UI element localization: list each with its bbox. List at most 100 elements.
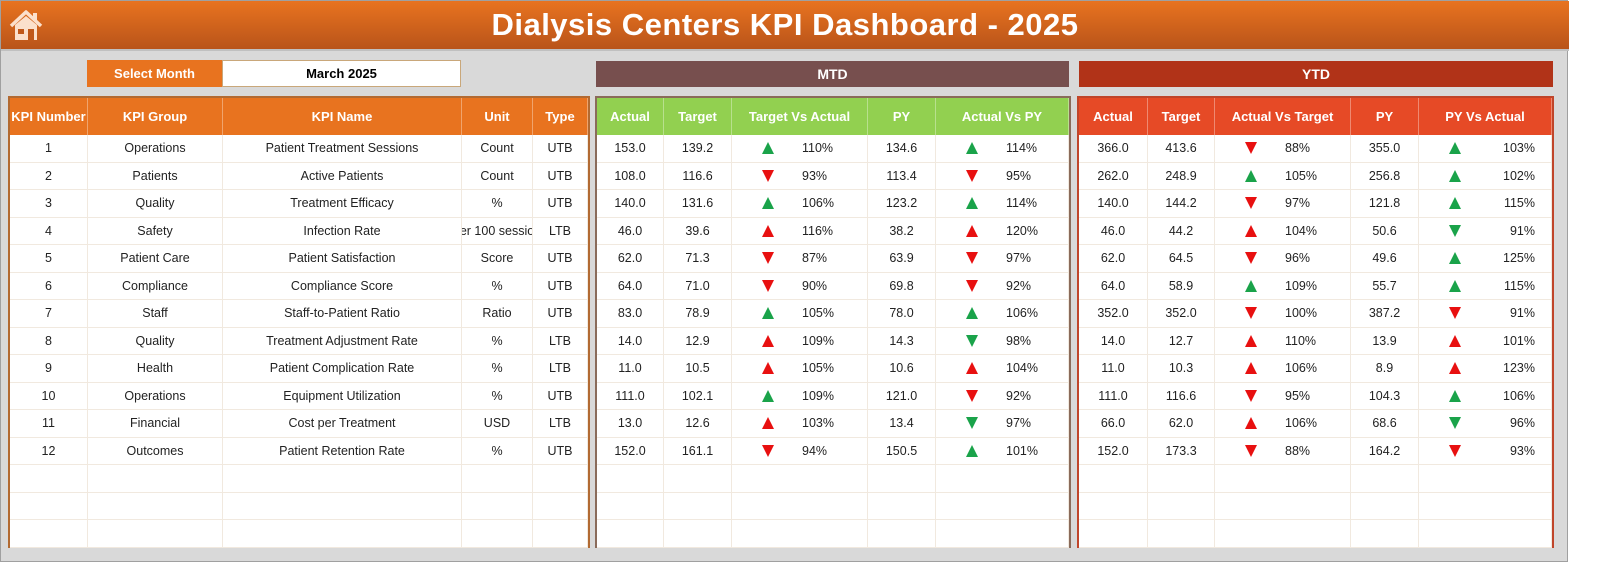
ytd-col-header: PY: [1351, 98, 1419, 135]
select-month-label: Select Month: [87, 60, 222, 87]
mtd-target-comparison-cell: 105%: [732, 300, 868, 327]
table-row: 153.0 139.2 110% 134.6 114%: [597, 135, 1069, 163]
empty-cell: [88, 520, 223, 547]
triangle-up-icon: [1449, 169, 1461, 182]
mtd-target-comparison-cell: 105%: [732, 355, 868, 382]
empty-cell: [1215, 465, 1351, 492]
empty-cell: [664, 465, 732, 492]
triangle-down-icon: [966, 279, 978, 292]
ytd-py-comparison-cell: 125%: [1419, 245, 1552, 272]
triangle-down-icon: [1245, 197, 1257, 210]
mtd-percent: 103%: [802, 416, 834, 431]
empty-cell: [664, 520, 732, 547]
month-dropdown[interactable]: March 2025: [222, 60, 461, 87]
empty-cell: [732, 492, 868, 519]
empty-cell: [664, 492, 732, 519]
mtd-percent: 110%: [802, 141, 834, 156]
kpi-num-cell: 2: [10, 162, 88, 189]
mtd-target-comparison-cell: 93%: [732, 162, 868, 189]
empty-cell: [1148, 465, 1215, 492]
table-row: 8 Quality Treatment Adjustment Rate% LTB: [10, 327, 588, 355]
ytd-target-comparison-cell: 100%: [1215, 300, 1351, 327]
mtd-target-comparison-cell: 109%: [732, 382, 868, 409]
table-row: 108.0 116.6 93% 113.4 95%: [597, 162, 1069, 190]
triangle-up-icon: [1449, 197, 1461, 210]
mtd-actual-cell: 14.0: [597, 327, 664, 354]
ytd-py-cell: 8.9: [1351, 355, 1419, 382]
kpi-group-cell: Quality: [88, 327, 223, 354]
ytd-py-cell: 387.2: [1351, 300, 1419, 327]
ytd-actual-cell: 366.0: [1079, 135, 1148, 162]
ytd-percent: 106%: [1285, 361, 1317, 376]
empty-cell: [1079, 492, 1148, 519]
empty-row: [1079, 465, 1552, 493]
kpi-unit-cell: %: [462, 355, 533, 382]
ytd-py-comparison-cell: 115%: [1419, 272, 1552, 299]
kpi-unit-cell: USD: [462, 410, 533, 437]
empty-cell: [10, 520, 88, 547]
ytd-target-comparison-cell: 104%: [1215, 217, 1351, 244]
mtd-actual-cell: 111.0: [597, 382, 664, 409]
kpi-type-cell: UTB: [533, 135, 588, 162]
kpi-type-cell: UTB: [533, 382, 588, 409]
mtd-target-comparison-cell: 106%: [732, 190, 868, 217]
mtd-py-comparison-cell: 97%: [936, 410, 1069, 437]
triangle-up-icon: [762, 197, 774, 210]
triangle-down-icon: [762, 279, 774, 292]
ytd-py-cell: 68.6: [1351, 410, 1419, 437]
table-row: 9 Health Patient Complication Rate% LTB: [10, 355, 588, 383]
home-icon[interactable]: [8, 8, 44, 44]
kpi-name-cell: Patient Complication Rate: [223, 355, 462, 382]
empty-cell: [462, 520, 533, 547]
kpi-col-header: Unit: [462, 98, 533, 135]
triangle-down-icon: [966, 417, 978, 430]
kpi-unit-cell: %: [462, 190, 533, 217]
empty-row: [597, 520, 1069, 548]
triangle-down-icon: [1245, 444, 1257, 457]
mtd-percent: 114%: [1006, 141, 1038, 156]
triangle-up-icon: [1245, 224, 1257, 237]
ytd-col-header: PY Vs Actual: [1419, 98, 1552, 135]
triangle-down-icon: [1245, 389, 1257, 402]
ytd-percent: 109%: [1285, 278, 1317, 293]
triangle-down-icon: [1449, 417, 1461, 430]
kpi-name-cell: Equipment Utilization: [223, 382, 462, 409]
ytd-percent: 95%: [1285, 388, 1311, 403]
mtd-py-comparison-cell: 114%: [936, 135, 1069, 162]
empty-cell: [597, 465, 664, 492]
triangle-up-icon: [1449, 252, 1461, 265]
triangle-up-icon: [762, 224, 774, 237]
mtd-py-cell: 121.0: [868, 382, 936, 409]
mtd-actual-cell: 140.0: [597, 190, 664, 217]
kpi-group-cell: Outcomes: [88, 437, 223, 464]
ytd-actual-cell: 62.0: [1079, 245, 1148, 272]
ytd-percent: 88%: [1285, 141, 1311, 156]
mtd-percent: 94%: [802, 443, 828, 458]
mtd-percent: 120%: [1006, 223, 1038, 238]
triangle-up-icon: [966, 142, 978, 155]
empty-cell: [868, 492, 936, 519]
ytd-py-cell: 50.6: [1351, 217, 1419, 244]
triangle-up-icon: [966, 444, 978, 457]
triangle-up-icon: [1245, 362, 1257, 375]
triangle-down-icon: [966, 334, 978, 347]
triangle-up-icon: [966, 307, 978, 320]
table-row: 140.0 144.2 97% 121.8 115%: [1079, 190, 1552, 218]
kpi-unit-cell: Ratio: [462, 300, 533, 327]
table-row: 2 Patients Active Patients Count UTB: [10, 162, 588, 190]
ytd-target-comparison-cell: 95%: [1215, 382, 1351, 409]
ytd-target-comparison-cell: 110%: [1215, 327, 1351, 354]
triangle-up-icon: [762, 307, 774, 320]
ytd-py-comparison-cell: 101%: [1419, 327, 1552, 354]
mtd-target-cell: 78.9: [664, 300, 732, 327]
mtd-percent: 92%: [1006, 278, 1032, 293]
ytd-py-cell: 355.0: [1351, 135, 1419, 162]
triangle-up-icon: [966, 224, 978, 237]
empty-cell: [1419, 465, 1552, 492]
ytd-target-comparison-cell: 105%: [1215, 162, 1351, 189]
empty-cell: [1215, 492, 1351, 519]
empty-cell: [597, 520, 664, 547]
mtd-col-header: Actual Vs PY: [936, 98, 1069, 135]
ytd-col-header: Actual: [1079, 98, 1148, 135]
ytd-target-comparison-cell: 88%: [1215, 437, 1351, 464]
